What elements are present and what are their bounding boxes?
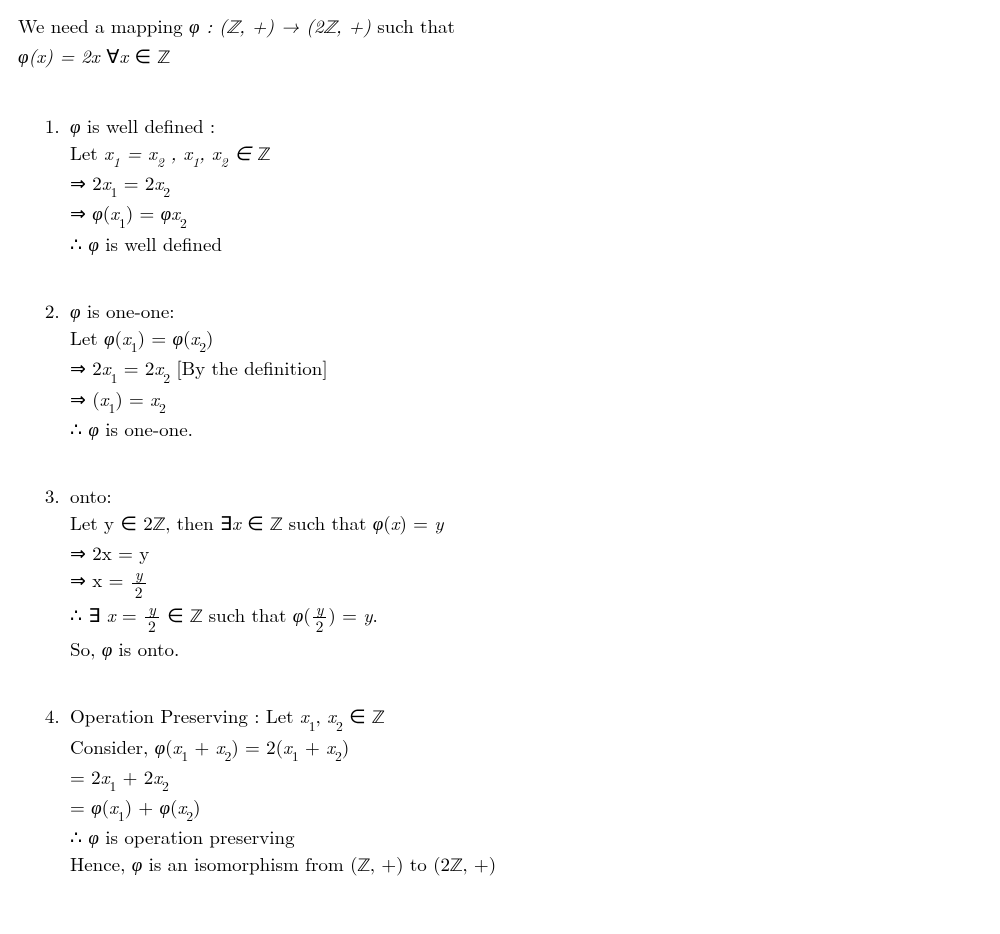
- part4-line5: Hence, φ is an isomorphism from (ℤ, +) t…: [70, 851, 982, 880]
- part4-line4: ∴ φ is operation preserving: [70, 824, 982, 850]
- part1-line4-post: is well defined: [99, 230, 222, 257]
- part2-line1: Let φ(x1) = φ(x2): [70, 325, 982, 354]
- fraction-y-over-2: y2: [132, 566, 146, 600]
- part1-line4: ∴ φ is well defined: [70, 231, 982, 257]
- intro-line-1: We need a mapping φ : (ℤ, +) → (2ℤ, +) s…: [18, 13, 982, 42]
- proof-list: φ is well defined : Let x1 = x2 , x1, x2…: [18, 113, 982, 879]
- part1-line1-pre: Let: [70, 139, 104, 166]
- part3-line3: ⇒ x = y2: [70, 566, 982, 600]
- part1-line1: Let x1 = x2 , x1, x2 ∈ ℤ: [70, 140, 982, 169]
- part4-line1-pre: Consider,: [70, 733, 155, 760]
- intro-line-1-pre: We need a mapping: [18, 12, 189, 39]
- part-onto: onto: Let y ∈ 2ℤ, then ∃x ∈ ℤ such that …: [66, 483, 982, 661]
- part2-line2: ⇒ 2x1 = 2x2 [By the definition]: [70, 355, 982, 384]
- part4-title-text: Operation Preserving : Let: [70, 702, 300, 729]
- part3-line1: Let y ∈ 2ℤ, then ∃x ∈ ℤ such that φ(x) =…: [70, 510, 982, 539]
- part1-line2: ⇒ 2x1 = 2x2: [70, 170, 982, 199]
- part1-line4-phi: φ: [88, 230, 99, 257]
- part2-line3: ⇒ (x1) = x2: [70, 386, 982, 415]
- part1-line3: ⇒ φ(x1) = φx2: [70, 200, 982, 229]
- part3-line5: So, φ is onto.: [70, 636, 982, 662]
- intro-line-2-a: φ(x) = 2x: [18, 42, 106, 69]
- part-well-defined: φ is well defined : Let x1 = x2 , x1, x2…: [66, 113, 982, 256]
- part2-line1-pre: Let: [70, 324, 104, 351]
- part2-title-text: is one-one:: [81, 297, 175, 324]
- part2-title-phi: φ: [70, 297, 81, 324]
- part3-title: onto:: [70, 483, 982, 509]
- intro-block: We need a mapping φ : (ℤ, +) → (2ℤ, +) s…: [18, 13, 982, 71]
- part4-line4-pre: ∴: [70, 823, 88, 850]
- part-operation-preserving: Operation Preserving : Let x1, x2 ∈ ℤ Co…: [66, 703, 982, 879]
- part4-line3: = φ(x1) + φ(x2): [70, 794, 982, 823]
- fraction-y-over-2-c: y2: [313, 601, 327, 635]
- part2-title: φ is one-one:: [70, 298, 982, 324]
- part3-line2: ⇒ 2x = y: [70, 540, 982, 566]
- part2-line4: ∴ φ is one-one.: [70, 416, 982, 442]
- part4-line5-phi: φ: [132, 850, 143, 877]
- part3-title-text: onto:: [70, 482, 112, 509]
- part-one-one: φ is one-one: Let φ(x1) = φ(x2) ⇒ 2x1 = …: [66, 298, 982, 441]
- part1-title-phi: φ: [70, 112, 81, 139]
- part1-title-text: is well defined :: [81, 112, 216, 139]
- part3-line5-phi: φ: [102, 635, 113, 662]
- part4-line1: Consider, φ(x1 + x2) = 2(x1 + x2): [70, 734, 982, 763]
- part2-line4-phi: φ: [88, 415, 99, 442]
- part4-line4-phi: φ: [88, 823, 99, 850]
- part4-title: Operation Preserving : Let x1, x2 ∈ ℤ: [70, 703, 982, 732]
- part4-line2: = 2x1 + 2x2: [70, 764, 982, 793]
- part2-line4-post: is one-one.: [99, 415, 193, 442]
- intro-line-1-math: φ : (ℤ, +) → (2ℤ, +): [189, 12, 371, 39]
- intro-line-1-post: such that: [371, 12, 455, 39]
- intro-line-2-b: ∀x ∈ ℤ: [106, 42, 169, 69]
- part2-line4-pre: ∴: [70, 415, 88, 442]
- part4-line5-pre: Hence,: [70, 850, 132, 877]
- part3-line5-pre: So,: [70, 635, 102, 662]
- part1-line1-math: x1 = x2 , x1, x2 ∈ ℤ: [104, 139, 270, 166]
- part4-line4-post: is operation preserving: [99, 823, 295, 850]
- part1-title: φ is well defined :: [70, 113, 982, 139]
- part3-line4: ∴ ∃ x = y2 ∈ ℤ such that φ(y2) = y.: [70, 601, 982, 635]
- part1-line4-pre: ∴: [70, 230, 88, 257]
- part2-line2-post: [By the definition]: [176, 354, 327, 381]
- part3-line5-post: is onto.: [112, 635, 179, 662]
- fraction-y-over-2-b: y2: [145, 601, 159, 635]
- intro-line-2: φ(x) = 2x ∀x ∈ ℤ: [18, 43, 982, 72]
